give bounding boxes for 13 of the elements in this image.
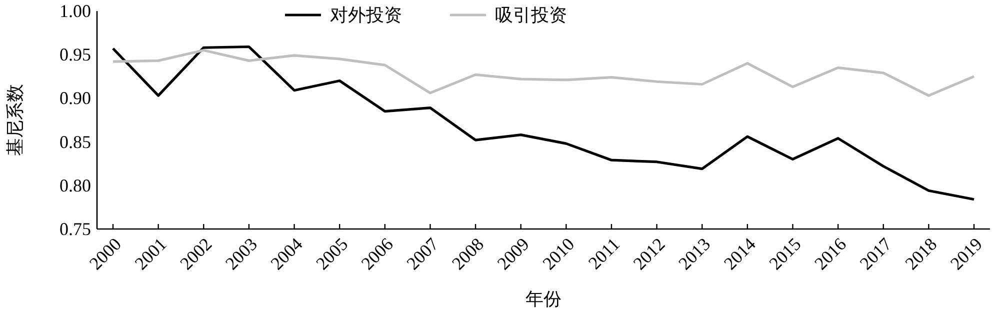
y-tick-label: 0.90 xyxy=(60,88,91,108)
y-tick-label: 0.75 xyxy=(60,219,91,239)
y-tick-label: 0.95 xyxy=(60,44,91,65)
y-axis-title: 基尼系数 xyxy=(5,84,25,156)
y-tick-label: 1.00 xyxy=(60,1,91,21)
line-series xyxy=(112,45,976,201)
y-tick-label: 0.80 xyxy=(60,175,91,196)
legend-label: 吸引投资 xyxy=(495,5,567,25)
legend-label: 对外投资 xyxy=(330,5,402,25)
x-tick-label: 2011 xyxy=(584,234,624,274)
line-series xyxy=(112,48,976,97)
y-tick-label: 0.85 xyxy=(60,132,91,152)
x-axis-title: 年份 xyxy=(526,289,562,309)
